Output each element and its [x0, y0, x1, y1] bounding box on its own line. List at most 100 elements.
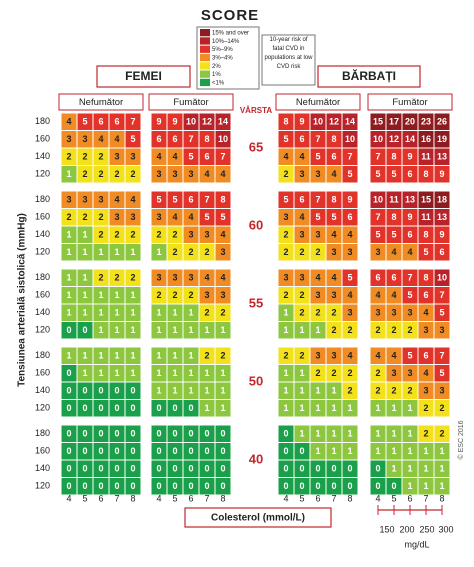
risk-value: 5 [439, 308, 444, 318]
risk-value: 2 [375, 386, 380, 396]
risk-value: 2 [98, 212, 103, 222]
risk-value: 20 [405, 117, 415, 127]
risk-value: 8 [391, 212, 396, 222]
risk-value: 1 [299, 429, 304, 439]
risk-value: 0 [188, 464, 193, 474]
risk-value: 6 [98, 117, 103, 127]
risk-value: 1 [315, 403, 320, 413]
sbp-label: 140 [35, 307, 50, 317]
risk-value: 0 [98, 386, 103, 396]
risk-cell [341, 477, 359, 496]
risk-value: 0 [114, 464, 119, 474]
chol-label: 7 [423, 493, 428, 503]
risk-value: 1 [130, 368, 135, 378]
risk-cell [433, 165, 451, 184]
risk-value: 4 [204, 169, 209, 179]
risk-value: 14 [405, 134, 415, 144]
risk-value: 2 [204, 308, 209, 318]
risk-value: 2 [220, 308, 225, 318]
risk-value: 2 [156, 290, 161, 300]
risk-value: 4 [299, 212, 304, 222]
risk-value: 7 [407, 273, 412, 283]
risk-value: 0 [82, 446, 87, 456]
risk-value: 2 [315, 247, 320, 257]
risk-value: 12 [202, 117, 212, 127]
subgroup-label: Nefumător [296, 97, 340, 108]
risk-value: 2 [204, 247, 209, 257]
risk-value: 5 [130, 134, 135, 144]
risk-value: 0 [204, 446, 209, 456]
risk-value: 0 [66, 429, 71, 439]
risk-value: 3 [315, 169, 320, 179]
risk-value: 2 [283, 247, 288, 257]
risk-value: 3 [220, 247, 225, 257]
group-box [96, 65, 191, 88]
sbp-label: 160 [35, 134, 50, 144]
risk-value: 4 [114, 134, 119, 144]
risk-value: 1 [82, 351, 87, 361]
group-label: BĂRBAȚI [342, 68, 396, 83]
risk-value: 2 [130, 169, 135, 179]
risk-value: 0 [130, 386, 135, 396]
risk-value: 1 [82, 368, 87, 378]
risk-value: 5 [283, 195, 288, 205]
subgroup-label: Fumător [392, 97, 427, 108]
risk-value: 0 [130, 464, 135, 474]
risk-value: 0 [130, 481, 135, 491]
risk-value: 3 [204, 290, 209, 300]
risk-value: 1 [315, 429, 320, 439]
age-value: 65 [249, 139, 263, 154]
risk-value: 2 [130, 230, 135, 240]
risk-value: 3 [375, 247, 380, 257]
risk-value: 0 [156, 403, 161, 413]
risk-value: 3 [114, 212, 119, 222]
risk-value: 7 [220, 152, 225, 162]
risk-value: 1 [172, 386, 177, 396]
risk-value: 2 [331, 325, 336, 335]
risk-value: 1 [299, 403, 304, 413]
risk-value: 3 [188, 273, 193, 283]
risk-value: 0 [66, 403, 71, 413]
risk-value: 9 [407, 152, 412, 162]
group-label: FEMEI [125, 69, 162, 83]
risk-value: 0 [331, 464, 336, 474]
legend-box [196, 26, 260, 90]
risk-value: 5 [391, 230, 396, 240]
risk-value: 6 [172, 134, 177, 144]
risk-value: 4 [391, 247, 396, 257]
risk-value: 0 [82, 429, 87, 439]
sbp-label: 160 [35, 368, 50, 378]
chol-label: 5 [82, 493, 87, 503]
risk-value: 6 [114, 117, 119, 127]
risk-value: 0 [299, 446, 304, 456]
risk-value: 1 [391, 429, 396, 439]
risk-value: 3 [331, 290, 336, 300]
risk-value: 2 [299, 351, 304, 361]
risk-value: 2 [283, 169, 288, 179]
risk-value: 6 [156, 134, 161, 144]
risk-value: 10 [345, 134, 355, 144]
chol-label: 7 [114, 493, 119, 503]
risk-value: 4 [331, 273, 336, 283]
risk-value: 1 [98, 290, 103, 300]
risk-value: 1 [156, 308, 161, 318]
risk-value: 9 [347, 195, 352, 205]
risk-value: 2 [66, 212, 71, 222]
risk-value: 1 [98, 368, 103, 378]
risk-value: 2 [172, 230, 177, 240]
risk-value: 9 [299, 117, 304, 127]
risk-value: 2 [82, 169, 87, 179]
risk-value: 0 [66, 446, 71, 456]
sbp-label: 120 [35, 481, 50, 491]
risk-value: 0 [114, 446, 119, 456]
risk-value: 0 [188, 481, 193, 491]
risk-value: 1 [407, 446, 412, 456]
risk-value: 1 [172, 368, 177, 378]
risk-value: 1 [66, 169, 71, 179]
risk-value: 6 [299, 195, 304, 205]
legend-swatch [200, 70, 210, 78]
risk-value: 10 [218, 134, 228, 144]
sbp-label: 140 [35, 229, 50, 239]
risk-value: 26 [437, 117, 447, 127]
subgroup-box [275, 93, 361, 111]
